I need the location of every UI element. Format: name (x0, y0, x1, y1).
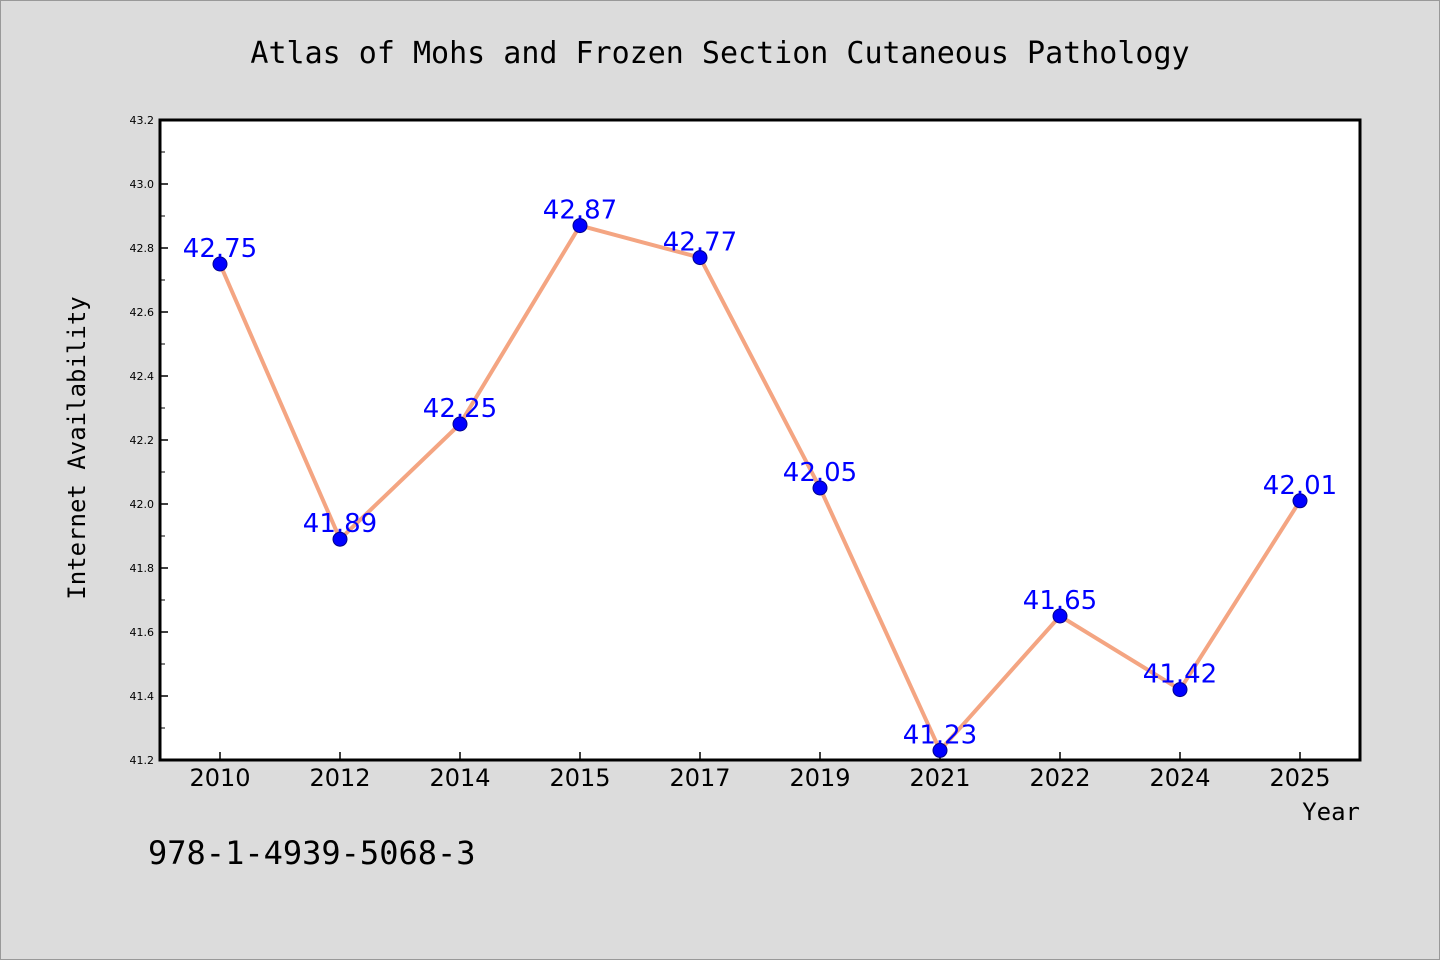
chart-title: Atlas of Mohs and Frozen Section Cutaneo… (250, 36, 1189, 71)
series-line (218, 223, 1302, 753)
x-tick-label: 2015 (549, 764, 610, 792)
data-label: 42.25 (423, 394, 497, 424)
y-tick-label: 41.8 (130, 562, 155, 575)
x-tick-label: 2010 (189, 764, 250, 792)
x-tick-label: 2022 (1029, 764, 1090, 792)
y-tick-label: 43.2 (130, 114, 155, 127)
series-layer: 42.75 41.89 42.25 42.87 42.77 42.05 41.23 41.65… (183, 196, 1337, 758)
data-label: 42.75 (183, 234, 257, 264)
y-tick-label: 41.2 (130, 754, 155, 767)
x-tick-label: 2019 (789, 764, 850, 792)
x-tick-label: 2021 (909, 764, 970, 792)
y-tick-label: 42.2 (130, 434, 155, 447)
y-axis-label: Internet Availability (63, 296, 91, 599)
y-tick-label: 42.0 (130, 498, 155, 511)
isbn-text: 978-1-4939-5068-3 (148, 834, 476, 872)
data-point (1172, 682, 1188, 698)
x-axis-label: Year (1302, 798, 1360, 826)
x-axis: 2010 2012 2014 2015 2017 2019 2021 2022 2024 2025 (189, 752, 1331, 792)
data-label: 41.89 (303, 509, 377, 539)
data-point (332, 531, 348, 547)
y-axis: 41.2 41.4 41.6 41.8 42.0 42.2 42.4 42.6 42.8 43.0… (130, 114, 168, 767)
data-point (212, 256, 228, 272)
y-tick-label: 41.4 (130, 690, 155, 703)
data-label: 42.87 (543, 196, 617, 226)
x-tick-label: 2012 (309, 764, 370, 792)
y-tick-label: 42.6 (130, 306, 155, 319)
data-point (932, 742, 948, 758)
x-tick-label: 2024 (1149, 764, 1210, 792)
data-point (812, 480, 828, 496)
plot-area (158, 118, 1362, 762)
data-label: 42.05 (783, 458, 857, 488)
data-label: 42.77 (663, 228, 737, 258)
data-label: 42.01 (1263, 471, 1337, 501)
x-tick-label: 2014 (429, 764, 490, 792)
x-tick-label: 2025 (1269, 764, 1330, 792)
data-point (692, 250, 708, 266)
data-point (572, 218, 588, 234)
y-tick-label: 43.0 (130, 178, 155, 191)
data-point (1052, 608, 1068, 624)
y-tick-label: 41.6 (130, 626, 155, 639)
data-point (1292, 493, 1308, 509)
x-tick-label: 2017 (669, 764, 730, 792)
data-label: 41.65 (1023, 586, 1097, 616)
y-tick-label: 42.8 (130, 242, 155, 255)
y-tick-label: 42.4 (130, 370, 155, 383)
data-label: 41.42 (1143, 660, 1217, 690)
data-point (452, 416, 468, 432)
data-label: 41.23 (903, 720, 977, 750)
